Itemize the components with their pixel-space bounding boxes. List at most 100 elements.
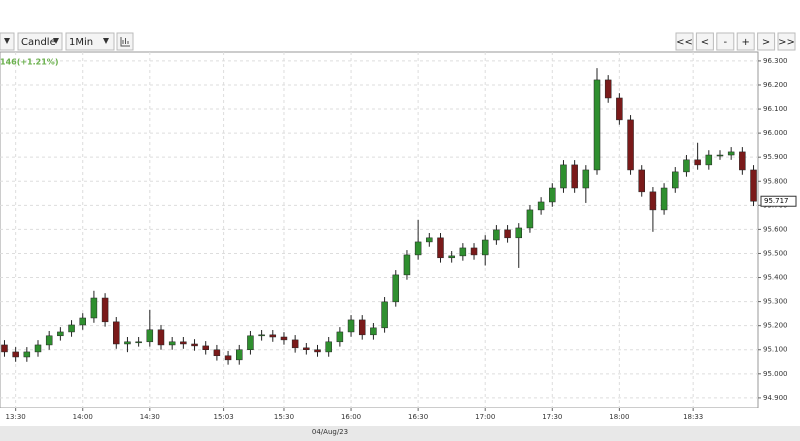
nav-button-label: >> (778, 37, 795, 48)
candle-body (727, 151, 735, 156)
candle-body (616, 97, 623, 121)
y-tick-label: 95.300 (763, 298, 788, 306)
candle-body (459, 247, 467, 257)
dropdown-arrow (53, 38, 59, 44)
candle-body (358, 319, 366, 336)
candle-body (90, 297, 98, 319)
nav-button[interactable] (757, 32, 776, 51)
y-tick-label: 95.400 (763, 274, 788, 282)
candle-body (180, 341, 187, 345)
nav-button-label: + (742, 37, 750, 48)
candle-body (224, 355, 232, 361)
candle-body (280, 336, 288, 341)
y-tick-label: 95.100 (763, 346, 788, 354)
nav-button[interactable] (736, 32, 755, 51)
candle-body (672, 171, 679, 189)
y-tick-label: 96.100 (763, 105, 788, 113)
x-tick-label: 14:00 (73, 413, 93, 421)
candle-body (113, 321, 120, 345)
y-tick-label: 96.000 (763, 129, 788, 137)
change-label: 146(+1.21%) (0, 58, 58, 67)
nav-button[interactable] (716, 32, 735, 51)
nav-button-label: < (701, 37, 709, 48)
chart-type-dropdown[interactable] (17, 32, 63, 51)
candle-body (549, 187, 556, 203)
x-tick-label: 16:30 (408, 413, 428, 421)
candle-body (157, 329, 165, 346)
candle-body (739, 151, 746, 171)
nav-buttons: << < - + > >> (675, 32, 796, 51)
candle-body (683, 159, 690, 173)
nav-button-label: - (723, 37, 727, 48)
candle-body (79, 317, 86, 326)
axes: 94.900 95.000 95.100 95.200 95.300 95.400 95.5… (6, 57, 797, 421)
candle-body (426, 237, 433, 243)
candle-body (336, 331, 344, 343)
y-tick-label: 95.800 (763, 177, 788, 185)
candle-body (34, 344, 42, 353)
candle-body (101, 297, 109, 323)
candle-body (515, 227, 522, 239)
candle-body (716, 154, 724, 157)
candle-body (627, 119, 634, 171)
nav-button[interactable] (675, 32, 694, 51)
date-label: 04/Aug/23 (312, 428, 348, 436)
candle-body (638, 169, 645, 193)
candle-body (213, 349, 221, 357)
candle-body (593, 79, 601, 171)
y-tick-label: 96.300 (763, 57, 788, 65)
candle-body (168, 341, 176, 346)
interval-dropdown[interactable] (65, 32, 115, 51)
candle-body (571, 164, 578, 189)
x-tick-label: 15:03 (214, 413, 234, 421)
candle-body (403, 254, 411, 276)
candle-body (493, 229, 500, 241)
nav-button-label: > (762, 37, 770, 48)
x-tick-label: 14:30 (140, 413, 160, 421)
candle-body (23, 351, 31, 358)
x-tick-label: 18:00 (609, 413, 629, 421)
settings-icon (120, 37, 130, 47)
candle-body (414, 241, 422, 256)
candle-body (526, 209, 534, 229)
candle-body (347, 319, 355, 333)
y-tick-label: 94.900 (763, 394, 788, 402)
candle-body (303, 347, 310, 350)
candle-body (269, 334, 277, 338)
candle-body (582, 169, 590, 189)
y-tick-label: 95.200 (763, 322, 788, 330)
candle-body (236, 349, 243, 361)
date-strip (0, 426, 800, 441)
last-price-label: 95.717 (764, 197, 789, 205)
x-tick-label: 13:30 (6, 413, 26, 421)
y-tick-label: 95.900 (763, 153, 788, 161)
x-tick-label: 17:00 (475, 413, 495, 421)
candle-body (694, 159, 701, 166)
x-tick-label: 16:00 (341, 413, 361, 421)
candle-body (191, 343, 198, 347)
y-tick-label: 95.000 (763, 370, 788, 378)
dropdown-arrow (4, 38, 10, 44)
candle-body (45, 335, 53, 346)
toolbar: Candle 1Min << < - + > >> (0, 32, 796, 51)
candle-body (560, 164, 567, 189)
chart-type: Candle (21, 37, 56, 48)
candle-body (247, 335, 254, 350)
candle-body (649, 191, 657, 211)
plot-area (0, 51, 759, 409)
last-price-tag (760, 195, 797, 207)
nav-button[interactable] (695, 32, 714, 51)
candle-body (470, 247, 478, 256)
candle-body (604, 79, 612, 99)
candle-body (258, 334, 265, 337)
nav-button[interactable] (777, 32, 796, 51)
candle-body (12, 351, 19, 358)
y-tick-label: 96.200 (763, 81, 788, 89)
candles (1, 68, 757, 365)
candle-body (68, 324, 75, 333)
candle-body (1, 344, 8, 353)
candle-body (750, 169, 757, 202)
candle-body (437, 237, 444, 259)
